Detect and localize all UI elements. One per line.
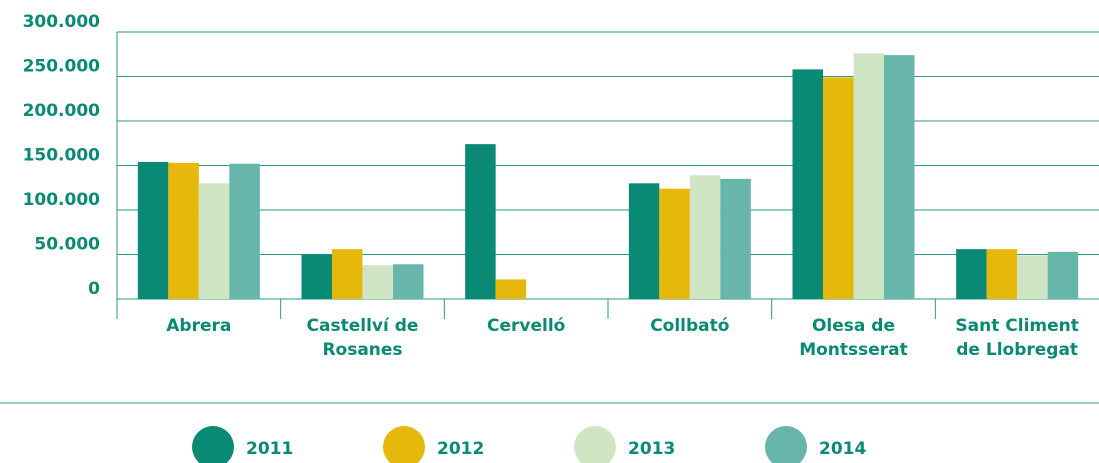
y-tick-label: 200.000 (23, 101, 101, 121)
bar (168, 162, 199, 299)
bar (198, 183, 230, 299)
bar (659, 188, 690, 299)
x-tick-label: Sant Climent de Llobregat (955, 316, 1079, 360)
x-tick-label: Castellví de Rosanes (306, 316, 419, 360)
bar (689, 175, 721, 299)
legend-label: 2011 (246, 439, 293, 459)
bar (792, 69, 823, 299)
legend-swatch (383, 426, 425, 463)
bar (1017, 255, 1048, 299)
legend-swatch (192, 426, 234, 463)
legend-label: 2012 (437, 439, 484, 459)
bar (301, 254, 332, 299)
bar (229, 163, 260, 299)
bar (628, 183, 660, 299)
bar (884, 55, 915, 299)
x-tick-label: Collbató (650, 316, 730, 336)
bar (986, 249, 1018, 299)
legend-swatch (765, 426, 807, 463)
bar (720, 178, 751, 299)
bar (465, 144, 496, 299)
x-tick-label: Olesa de Montsserat (799, 316, 908, 360)
x-tick-label: Abrera (166, 316, 232, 336)
bar (332, 249, 363, 299)
y-tick-label: 50.000 (34, 235, 100, 255)
legend-swatch (574, 426, 616, 463)
y-tick-label: 100.000 (23, 190, 101, 210)
bar (823, 77, 854, 299)
legend-label: 2014 (819, 439, 866, 459)
y-tick-label: 0 (88, 279, 100, 299)
x-tick-label: Cervelló (486, 316, 566, 336)
legend-label: 2013 (628, 439, 675, 459)
bar (956, 249, 987, 299)
bar (362, 265, 393, 299)
y-tick-label: 150.000 (23, 146, 101, 166)
bar (495, 279, 527, 299)
bar (853, 53, 884, 299)
y-tick-label: 300.000 (23, 12, 101, 32)
bar (137, 161, 169, 299)
y-tick-label: 250.000 (23, 57, 101, 77)
bar (393, 264, 424, 299)
bar (1047, 251, 1079, 299)
